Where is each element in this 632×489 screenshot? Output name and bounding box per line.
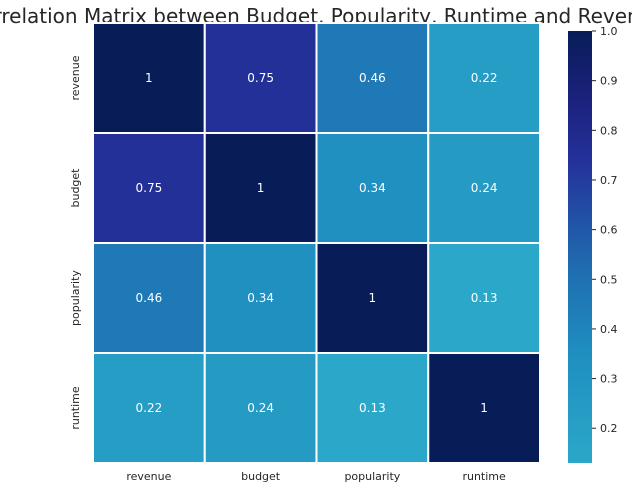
x-tick-label: revenue [126, 470, 171, 483]
cell-value-label: 0.22 [136, 401, 163, 415]
colorbar [568, 31, 592, 463]
y-tick-label: revenue [69, 55, 82, 100]
colorbar-tick-label: 0.5 [600, 273, 618, 286]
cell-value-label: 1 [257, 181, 265, 195]
heatmap-cells: 1 0.75 0.46 0.22 0.75 1 0.34 0.24 0.46 0.34 1 0.13 0… [92, 22, 541, 464]
cell-value-label: 0.46 [136, 291, 163, 305]
heatmap-cell [203, 22, 318, 134]
heatmap-cell [92, 352, 206, 464]
cell-value-label: 0.34 [359, 181, 386, 195]
heatmap-cell [427, 352, 541, 464]
cell-value-label: 0.46 [359, 71, 386, 85]
x-tick-label: runtime [462, 470, 506, 483]
heatmap-cell [92, 22, 206, 134]
cell-value-label: 0.75 [247, 71, 274, 85]
y-tick-labels: revenue budget popularity runtime [69, 55, 82, 429]
colorbar-gradient [568, 31, 592, 463]
colorbar-tick-labels: 0.2 0.3 0.4 0.5 0.6 0.7 0.8 0.9 1.0 [592, 25, 618, 435]
cell-value-label: 0.24 [471, 181, 498, 195]
heatmap-cell [203, 352, 318, 464]
colorbar-tick-label: 0.8 [600, 124, 618, 137]
cell-value-label: 0.34 [247, 291, 274, 305]
x-tick-label: popularity [344, 470, 400, 483]
cell-value-label: 0.75 [136, 181, 163, 195]
colorbar-tick-label: 0.6 [600, 224, 618, 237]
y-tick-label: popularity [69, 270, 82, 326]
heatmap-cell [203, 242, 318, 354]
colorbar-tick-label: 0.7 [600, 174, 618, 187]
cell-value-label: 1 [145, 71, 153, 85]
cell-value-label: 0.24 [247, 401, 274, 415]
heatmap-cell [427, 132, 541, 244]
colorbar-tick-label: 1.0 [600, 25, 618, 38]
cell-value-label: 0.13 [359, 401, 386, 415]
heatmap-cell [315, 22, 430, 134]
colorbar-tick-label: 0.2 [600, 422, 618, 435]
x-tick-labels: revenue budget popularity runtime [126, 470, 506, 483]
colorbar-tick-label: 0.4 [600, 323, 618, 336]
heatmap-cell [315, 352, 430, 464]
cell-value-label: 1 [369, 291, 377, 305]
heatmap-cell [92, 242, 206, 354]
cell-value-label: 1 [480, 401, 488, 415]
colorbar-tick-label: 0.9 [600, 75, 618, 88]
x-tick-label: budget [241, 470, 281, 483]
y-tick-label: budget [69, 168, 82, 208]
cell-value-label: 0.13 [471, 291, 498, 305]
heatmap-cell [427, 242, 541, 354]
y-tick-label: runtime [69, 386, 82, 430]
cell-value-label: 0.22 [471, 71, 498, 85]
colorbar-tick-label: 0.3 [600, 373, 618, 386]
